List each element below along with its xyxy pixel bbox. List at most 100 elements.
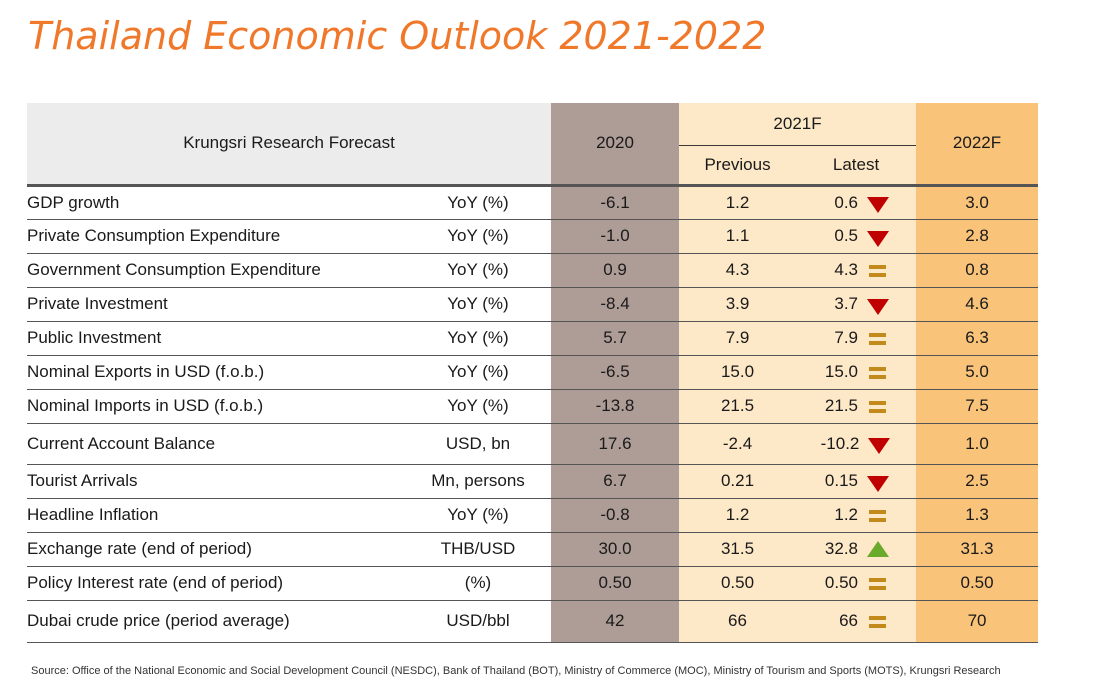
value-2022: 6.3 <box>916 321 1039 356</box>
value-2021-previous: 0.21 <box>679 464 797 499</box>
value-2020: 5.7 <box>551 321 680 356</box>
value-2022: 70 <box>916 600 1039 643</box>
value-2020: -13.8 <box>551 389 680 424</box>
value-2022: 31.3 <box>916 532 1039 567</box>
value-2021-latest-cell: 0.50 <box>796 566 917 601</box>
equal-sign-icon <box>866 365 890 381</box>
table-row: Nominal Imports in USD (f.o.b.) YoY (%) -1… <box>27 389 1039 424</box>
value-2021-latest-cell: 32.8 <box>796 532 917 567</box>
value-2022: 2.8 <box>916 219 1039 254</box>
value-2022: 2.5 <box>916 464 1039 499</box>
value-2021-latest: 0.15 <box>824 471 859 490</box>
equal-sign-icon <box>866 576 890 592</box>
value-2021-latest: 7.9 <box>834 328 859 347</box>
header-previous: Previous <box>679 144 797 185</box>
indicator-unit: YoY (%) <box>405 183 552 220</box>
page-title: Thailand Economic Outlook 2021-2022 <box>28 14 767 58</box>
value-2020: 6.7 <box>551 464 680 499</box>
header-2022f: 2022F <box>916 103 1039 185</box>
value-2021-latest-cell: 1.2 <box>796 498 917 533</box>
value-2021-previous: -2.4 <box>679 423 797 465</box>
value-2021-previous: 66 <box>679 600 797 643</box>
table-header-label: Krungsri Research Forecast <box>27 103 552 185</box>
indicator-name: Exchange rate (end of period) <box>27 532 405 567</box>
indicator-name: Nominal Exports in USD (f.o.b.) <box>27 355 405 390</box>
value-2021-latest-cell: 0.15 <box>796 464 917 499</box>
value-2022: 1.0 <box>916 423 1039 465</box>
value-2022: 3.0 <box>916 183 1039 220</box>
value-2022: 1.3 <box>916 498 1039 533</box>
down-triangle-icon <box>866 195 890 214</box>
table-row: Government Consumption Expenditure YoY (%… <box>27 253 1039 288</box>
indicator-name: Policy Interest rate (end of period) <box>27 566 405 601</box>
indicator-name: Nominal Imports in USD (f.o.b.) <box>27 389 405 424</box>
value-2021-previous: 4.3 <box>679 253 797 288</box>
up-triangle-icon <box>866 540 890 558</box>
value-2022: 5.0 <box>916 355 1039 390</box>
value-2021-previous: 1.1 <box>679 219 797 254</box>
value-2021-previous: 21.5 <box>679 389 797 424</box>
indicator-name: Public Investment <box>27 321 405 356</box>
value-2020: -6.1 <box>551 183 680 220</box>
indicator-name: Tourist Arrivals <box>27 464 405 499</box>
value-2021-latest: 0.5 <box>834 226 859 245</box>
header-latest: Latest <box>796 144 917 185</box>
indicator-name: Current Account Balance <box>27 423 405 465</box>
value-2021-latest-cell: 15.0 <box>796 355 917 390</box>
value-2022: 0.50 <box>916 566 1039 601</box>
value-2020: -8.4 <box>551 287 680 322</box>
equal-sign-icon <box>866 614 890 630</box>
table-row: Public Investment YoY (%) 5.7 7.9 7.9 6.3 <box>27 321 1039 356</box>
indicator-name: Private Investment <box>27 287 405 322</box>
value-2021-latest: -10.2 <box>820 433 860 453</box>
indicator-unit: (%) <box>405 566 552 601</box>
indicator-name: Private Consumption Expenditure <box>27 219 405 254</box>
indicator-unit: USD, bn <box>405 423 552 465</box>
value-2021-latest: 0.50 <box>824 573 859 592</box>
value-2021-latest-cell: 66 <box>796 600 917 643</box>
value-2020: 42 <box>551 600 680 643</box>
table-row: Current Account Balance USD, bn 17.6 -2.4 -1… <box>27 423 1039 465</box>
table-row: Exchange rate (end of period) THB/USD 30.0… <box>27 532 1039 567</box>
value-2021-latest: 3.7 <box>834 294 859 313</box>
indicator-unit: YoY (%) <box>405 498 552 533</box>
table-row: Private Investment YoY (%) -8.4 3.9 3.7 4.6 <box>27 287 1039 322</box>
indicator-unit: YoY (%) <box>405 355 552 390</box>
value-2021-previous: 31.5 <box>679 532 797 567</box>
table-row: Nominal Exports in USD (f.o.b.) YoY (%) -6… <box>27 355 1039 390</box>
value-2021-latest: 0.6 <box>834 192 859 212</box>
value-2022: 7.5 <box>916 389 1039 424</box>
down-triangle-icon <box>866 229 890 247</box>
source-note: Source: Office of the National Economic … <box>31 665 1001 677</box>
indicator-name: Dubai crude price (period average) <box>27 600 405 643</box>
table-row: GDP growth YoY (%) -6.1 1.2 0.6 3.0 <box>27 183 1039 220</box>
value-2021-previous: 1.2 <box>679 498 797 533</box>
down-triangle-icon <box>866 474 890 492</box>
equal-sign-icon <box>866 399 890 415</box>
indicator-name: Headline Inflation <box>27 498 405 533</box>
value-2021-latest: 21.5 <box>824 396 859 415</box>
value-2020: 0.50 <box>551 566 680 601</box>
value-2020: 30.0 <box>551 532 680 567</box>
value-2021-latest-cell: -10.2 <box>796 423 917 465</box>
forecast-table: Krungsri Research Forecast 2020 2021F 20… <box>27 103 1039 643</box>
equal-sign-icon <box>866 331 890 347</box>
value-2022: 0.8 <box>916 253 1039 288</box>
value-2020: 17.6 <box>551 423 680 465</box>
value-2021-latest-cell: 4.3 <box>796 253 917 288</box>
indicator-name: Government Consumption Expenditure <box>27 253 405 288</box>
value-2021-latest-cell: 21.5 <box>796 389 917 424</box>
value-2021-latest-cell: 3.7 <box>796 287 917 322</box>
table-row: Tourist Arrivals Mn, persons 6.7 0.21 0.15 2.… <box>27 464 1039 499</box>
value-2020: -1.0 <box>551 219 680 254</box>
table-row: Policy Interest rate (end of period) (%) 0… <box>27 566 1039 601</box>
value-2020: 0.9 <box>551 253 680 288</box>
indicator-unit: Mn, persons <box>405 464 552 499</box>
value-2022: 4.6 <box>916 287 1039 322</box>
indicator-unit: THB/USD <box>405 532 552 567</box>
table-row: Private Consumption Expenditure YoY (%) -1… <box>27 219 1039 254</box>
value-2020: -6.5 <box>551 355 680 390</box>
value-2021-latest: 66 <box>839 611 859 630</box>
value-2021-previous: 0.50 <box>679 566 797 601</box>
value-2021-previous: 1.2 <box>679 183 797 220</box>
